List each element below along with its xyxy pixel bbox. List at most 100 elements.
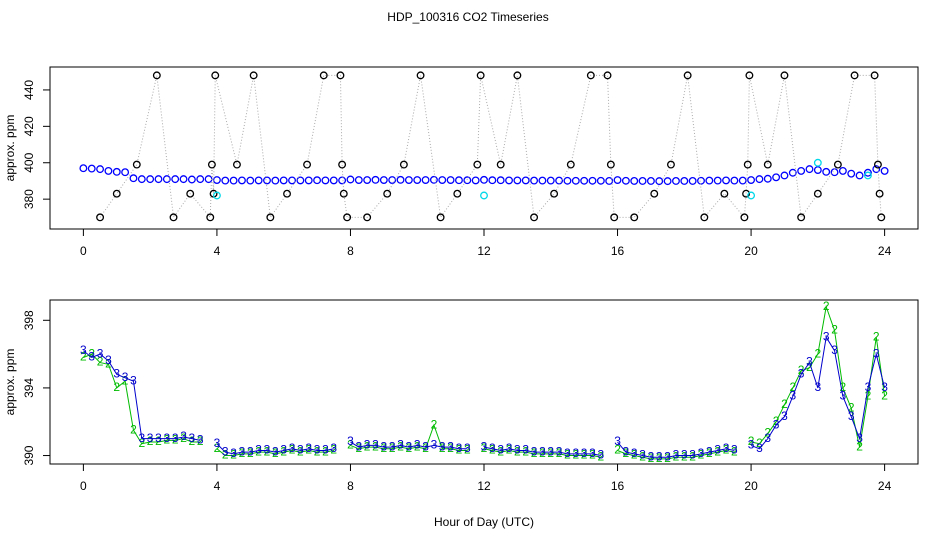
point-label: 3 <box>239 444 246 458</box>
point-label: 2 <box>681 449 688 463</box>
point <box>321 176 330 185</box>
point <box>713 176 722 185</box>
point-label: 3 <box>355 439 362 453</box>
point-label: 2 <box>397 439 404 453</box>
point <box>238 176 246 185</box>
point-label: 3 <box>798 367 805 381</box>
point-label: 2 <box>714 444 721 458</box>
point-label: 3 <box>447 439 454 453</box>
point <box>763 174 772 183</box>
point-label: 2 <box>656 451 663 465</box>
point <box>187 175 196 184</box>
point-label: 3 <box>147 431 154 445</box>
point <box>705 176 714 185</box>
point-label: 2 <box>264 444 271 458</box>
point-label: 3 <box>514 443 521 457</box>
point-label: 3 <box>481 439 488 453</box>
point-label: 2 <box>547 446 554 460</box>
point-label: 2 <box>823 299 830 313</box>
point-label: 3 <box>80 343 87 357</box>
point <box>329 176 338 185</box>
chart-title: HDP_100316 CO2 Timeseries <box>387 10 548 24</box>
point-label: 2 <box>598 449 605 463</box>
point-label: 2 <box>589 448 596 462</box>
point <box>246 176 255 185</box>
point-label: 2 <box>806 360 813 374</box>
point <box>870 71 879 80</box>
point-label: 2 <box>748 434 755 448</box>
point-label: 2 <box>180 431 187 445</box>
point <box>496 160 505 169</box>
point <box>830 168 839 177</box>
point-label: 2 <box>138 436 145 450</box>
point <box>179 175 188 184</box>
point-label: 2 <box>856 439 863 453</box>
point <box>112 189 121 198</box>
point-label: 2 <box>97 355 104 369</box>
point <box>680 176 689 185</box>
point-label: 3 <box>297 443 304 457</box>
point-label: 3 <box>631 446 638 460</box>
x-tick-label: 16 <box>611 244 625 258</box>
point <box>146 175 155 184</box>
point-label: 2 <box>372 439 379 453</box>
point <box>720 189 729 198</box>
point <box>772 173 781 182</box>
point-label: 3 <box>648 449 655 463</box>
point-label: 3 <box>506 441 513 455</box>
point <box>212 191 221 200</box>
point <box>480 191 488 200</box>
point <box>530 176 539 185</box>
point <box>788 168 797 177</box>
point-label: 3 <box>706 444 713 458</box>
point-label: 3 <box>531 444 538 458</box>
point <box>863 171 872 180</box>
point <box>229 176 238 185</box>
point <box>566 160 575 169</box>
point <box>87 164 96 173</box>
point-label: 3 <box>456 441 463 455</box>
point <box>630 176 639 185</box>
point-label: 2 <box>623 446 630 460</box>
point-label: 2 <box>522 444 529 458</box>
point <box>780 171 789 180</box>
point-label: 3 <box>689 448 696 462</box>
point-label: 2 <box>531 446 538 460</box>
point-label: 2 <box>347 438 354 452</box>
point-label: 3 <box>773 417 780 431</box>
point <box>121 168 130 177</box>
point-label: 3 <box>589 446 596 460</box>
point-label: 3 <box>764 431 771 445</box>
point-label: 2 <box>272 446 279 460</box>
point-label: 2 <box>764 426 771 440</box>
point-label: 2 <box>798 363 805 377</box>
point-label: 2 <box>222 448 229 462</box>
point-label: 3 <box>789 389 796 403</box>
point-label: 3 <box>623 444 630 458</box>
point <box>137 175 146 184</box>
point-label: 2 <box>631 448 638 462</box>
point <box>339 189 348 198</box>
point <box>605 176 614 185</box>
point-label: 3 <box>489 441 496 455</box>
point-label: 3 <box>97 346 104 360</box>
series-line <box>83 350 201 441</box>
point-label: 3 <box>581 446 588 460</box>
point-label: 2 <box>239 446 246 460</box>
point-label: 2 <box>648 451 655 465</box>
point-label: 3 <box>397 438 404 452</box>
point <box>363 176 372 184</box>
point <box>610 213 619 222</box>
point <box>700 213 709 222</box>
point <box>463 176 472 185</box>
point <box>421 176 430 184</box>
point-label: 3 <box>389 439 396 453</box>
point <box>850 71 859 80</box>
point <box>813 166 822 174</box>
point-label: 3 <box>848 409 855 423</box>
point-label: 3 <box>381 439 388 453</box>
point-label: 3 <box>723 441 730 455</box>
series-line <box>617 441 735 458</box>
point-label: 2 <box>113 380 120 394</box>
point <box>476 71 485 80</box>
